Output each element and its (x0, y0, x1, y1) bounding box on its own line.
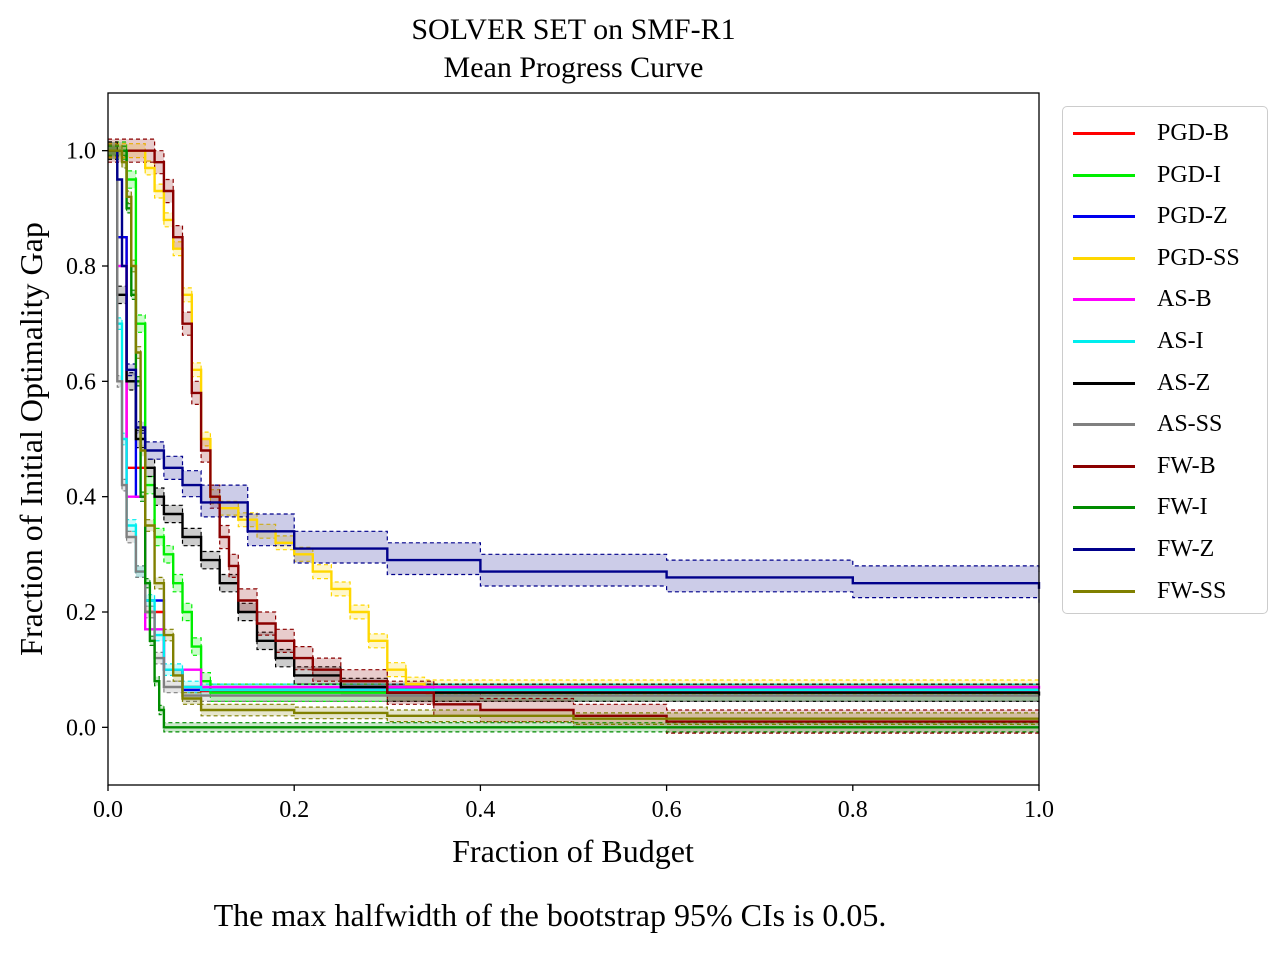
legend-item-fw-ss: FW-SS (1063, 571, 1267, 611)
series-fw-ss-line (108, 149, 1039, 720)
series-lines (108, 149, 1041, 729)
series-as-ss-line (108, 149, 1039, 697)
series-fw-ss-ci-lower (108, 155, 1039, 725)
y-tick-label: 1.0 (66, 139, 96, 165)
series-as-z-ci-lower (108, 158, 1040, 705)
y-tick-label: 0.6 (66, 369, 96, 395)
series-fw-b-ci-band (108, 139, 1039, 734)
series-fw-i-ci-lower (108, 154, 1039, 733)
series-fw-z-ci-lower (108, 150, 1040, 604)
legend-item-fw-b: FW-B (1063, 446, 1267, 486)
legend-label: FW-I (1157, 494, 1208, 521)
x-tick-label: 0.8 (838, 797, 868, 823)
legend-swatch (1073, 256, 1135, 260)
legend-label: AS-SS (1157, 411, 1223, 438)
series-fw-b-ci-lower (108, 161, 1039, 734)
series-fw-z-ci-band (108, 150, 1039, 604)
series-as-z-line (108, 149, 1041, 696)
legend-swatch (1073, 423, 1135, 427)
ci-footnote: The max halfwidth of the bootstrap 95% C… (213, 897, 887, 933)
legend-swatch (1073, 381, 1135, 385)
chart-title: SOLVER SET on SMF-R1 (411, 13, 736, 46)
legend-item-pgd-z: PGD-Z (1063, 196, 1267, 236)
x-axis-label: Fraction of Budget (452, 833, 694, 869)
legend-label: AS-B (1157, 286, 1212, 313)
series-fw-b-line (108, 149, 1039, 723)
series-as-ss-ci-lower (108, 155, 1039, 702)
y-tick-label: 0.2 (66, 600, 96, 626)
legend-item-as-ss: AS-SS (1063, 404, 1267, 444)
legend-label: AS-Z (1157, 369, 1211, 396)
series-fw-z-line (108, 149, 1041, 589)
legend-label: PGD-I (1157, 161, 1221, 188)
ci-bands (108, 138, 1040, 734)
legend-swatch (1073, 464, 1135, 468)
y-axis-label: Fraction of Initial Optimality Gap (13, 222, 49, 656)
legend-swatch (1073, 298, 1135, 302)
legend-label: FW-SS (1157, 577, 1227, 604)
x-tick-label: 0.6 (652, 797, 682, 823)
legend-item-pgd-b: PGD-B (1063, 113, 1267, 153)
series-fw-i-ci-band (108, 146, 1039, 732)
x-axis-ticks: 0.0 0.2 0.4 0.6 0.8 1.0 (93, 785, 1054, 823)
legend-label: PGD-Z (1157, 203, 1228, 230)
legend-label: FW-Z (1157, 536, 1215, 562)
legend-label: PGD-SS (1157, 244, 1240, 271)
legend-label: FW-B (1157, 452, 1216, 479)
legend: PGD-B PGD-I PGD-Z PGD-SS AS-B AS-I AS-Z AS-SS FW… (1062, 106, 1268, 614)
series-fw-b-ci-upper (108, 138, 1039, 711)
chart-subtitle: Mean Progress Curve (443, 51, 704, 84)
legend-item-fw-z: FW-Z (1063, 529, 1267, 569)
legend-label: AS-I (1157, 328, 1204, 354)
legend-swatch (1073, 173, 1135, 177)
x-tick-label: 0.2 (279, 797, 309, 823)
legend-item-as-z: AS-Z (1063, 363, 1267, 403)
series-fw-i-ci-upper (108, 145, 1039, 724)
legend-swatch (1073, 506, 1135, 510)
legend-swatch (1073, 548, 1135, 551)
legend-item-pgd-ss: PGD-SS (1063, 238, 1267, 278)
legend-swatch (1073, 132, 1135, 135)
series-as-z-ci-band (108, 142, 1039, 705)
legend-item-fw-i: FW-I (1063, 487, 1267, 527)
series-fw-ss-ci-band (108, 144, 1039, 725)
legend-swatch (1073, 340, 1135, 343)
legend-swatch (1073, 215, 1135, 219)
series-fw-ss-ci-upper (108, 144, 1039, 714)
y-axis-ticks: 0.0 0.2 0.4 0.6 0.8 1.0 (66, 139, 108, 741)
series-fw-i-line (108, 149, 1039, 729)
legend-label: PGD-B (1157, 120, 1230, 146)
y-tick-label: 0.4 (66, 485, 96, 511)
x-tick-label: 0.4 (465, 797, 495, 823)
legend-item-as-i: AS-I (1063, 321, 1267, 361)
legend-item-as-b: AS-B (1063, 279, 1267, 319)
series-pgd-i-line (108, 149, 1039, 694)
legend-item-pgd-i: PGD-I (1063, 155, 1267, 195)
plot-frame (107, 92, 1040, 786)
y-tick-label: 0.8 (66, 254, 96, 280)
x-tick-label: 1.0 (1024, 797, 1054, 823)
y-tick-label: 0.0 (66, 715, 96, 741)
x-tick-label: 0.0 (93, 797, 123, 823)
legend-swatch (1073, 589, 1135, 593)
